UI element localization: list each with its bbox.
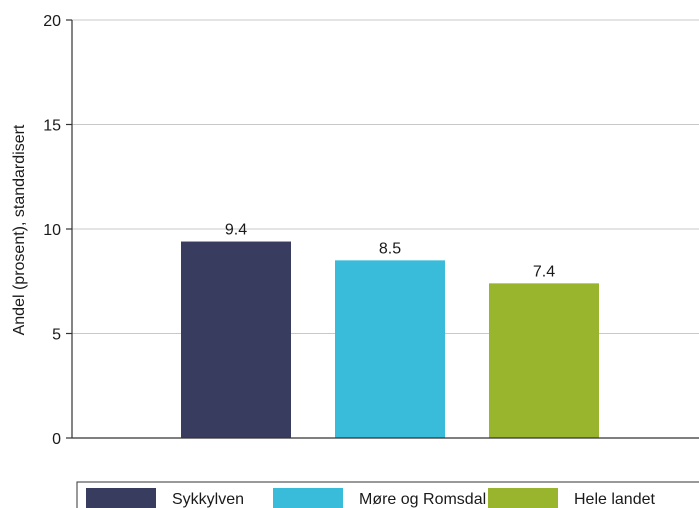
- legend-items: Sykkylven Møre og Romsdal Hele landet: [86, 488, 656, 508]
- data-label: 8.5: [379, 240, 401, 257]
- y-tick-label: 10: [43, 222, 61, 239]
- y-tick-label: 5: [52, 327, 61, 344]
- data-label: 9.4: [225, 222, 247, 239]
- bar-m-re-og-romsdal: [335, 260, 445, 438]
- y-tick-labels: 0 5 10 15 20: [43, 13, 72, 448]
- legend-swatch: [488, 488, 558, 508]
- bar-hele-landet: [489, 283, 599, 438]
- legend-frame: [76, 481, 699, 508]
- data-label: 7.4: [533, 263, 555, 280]
- legend-label: Møre og Romsdal: [359, 491, 486, 508]
- legend-label: Hele landet: [574, 491, 656, 508]
- legend-swatch: [86, 488, 156, 508]
- y-axis-title: Andel (prosent), standardisert: [11, 124, 28, 335]
- legend-label: Sykkylven: [172, 491, 244, 508]
- y-tick-label: 15: [43, 118, 61, 135]
- bars: [181, 241, 599, 438]
- legend-swatch: [273, 488, 343, 508]
- y-tick-label: 0: [52, 431, 61, 448]
- bar-sykkylven: [181, 241, 291, 438]
- legend: Sykkylven Møre og Romsdal Hele landet: [76, 481, 699, 508]
- y-tick-label: 20: [43, 13, 61, 30]
- data-labels: 9.4 8.5 7.4: [225, 222, 555, 281]
